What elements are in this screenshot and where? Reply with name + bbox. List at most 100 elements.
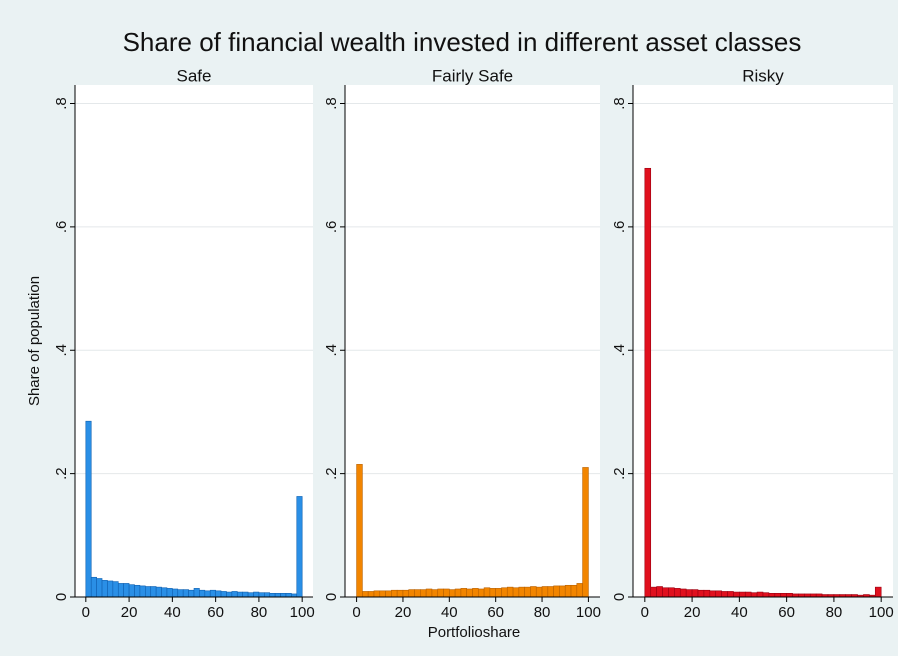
chart-title: Share of financial wealth invested in di… [123, 27, 802, 57]
bar [182, 589, 189, 598]
bar [564, 584, 572, 598]
bar [495, 588, 502, 598]
y-tick-label: .6 [611, 221, 628, 234]
bar [530, 586, 537, 598]
x-tick-label: 0 [641, 604, 649, 621]
bar [489, 588, 496, 598]
bar [715, 590, 722, 598]
bar [414, 589, 421, 598]
x-tick-label: 100 [290, 604, 315, 621]
bar [541, 586, 549, 598]
y-tick-label: .8 [323, 97, 340, 110]
bar [391, 589, 398, 598]
bar [134, 584, 141, 598]
bar [656, 586, 663, 598]
plot-area [345, 85, 600, 597]
bar [402, 589, 410, 598]
bar [379, 590, 386, 598]
bar [472, 588, 479, 598]
bar [177, 589, 184, 598]
bar [750, 592, 758, 598]
bar [506, 586, 514, 598]
bar [535, 586, 543, 598]
bar [362, 591, 369, 598]
bar [477, 588, 485, 598]
bar [128, 584, 135, 598]
bar [582, 467, 589, 598]
y-tick-label: .2 [611, 467, 628, 480]
bar [437, 588, 444, 598]
panel-title: Safe [177, 66, 212, 85]
bar [501, 587, 508, 598]
y-tick-label: 0 [323, 593, 340, 601]
bar [188, 589, 195, 598]
bar [756, 591, 764, 598]
bar [96, 578, 103, 598]
panel-title: Risky [742, 66, 784, 85]
x-tick-label: 80 [826, 604, 843, 621]
bar [280, 592, 287, 598]
bar [768, 592, 776, 598]
x-tick-label: 20 [121, 604, 138, 621]
y-tick-label: .8 [53, 97, 70, 110]
bar [269, 592, 276, 598]
bar [139, 585, 146, 598]
x-tick-label: 80 [251, 604, 268, 621]
bar [420, 589, 427, 598]
bar [101, 580, 108, 598]
bar [668, 587, 675, 598]
bar [107, 580, 114, 598]
bar [199, 589, 206, 598]
bar [385, 590, 392, 598]
x-tick-label: 40 [731, 604, 748, 621]
bar [733, 591, 740, 598]
bar [204, 590, 211, 598]
bar [112, 581, 119, 598]
bar [679, 588, 687, 598]
bar [161, 587, 168, 598]
bar [247, 592, 254, 598]
bar [786, 592, 793, 598]
y-tick-label: .4 [323, 344, 340, 357]
y-tick-label: .8 [611, 97, 628, 110]
bar [215, 590, 222, 598]
bar [685, 589, 693, 598]
y-tick-label: 0 [53, 593, 70, 601]
bar [483, 587, 491, 598]
y-tick-label: 0 [611, 593, 628, 601]
x-tick-label: 0 [82, 604, 90, 621]
bar [155, 586, 162, 598]
bar [547, 586, 554, 598]
bar [145, 586, 152, 598]
bar [425, 588, 433, 598]
bar [774, 592, 782, 598]
bar [274, 592, 281, 598]
bar [258, 592, 265, 598]
bar [123, 583, 130, 598]
bar [518, 586, 525, 598]
bar [780, 592, 787, 598]
bar [744, 591, 752, 598]
bar [193, 588, 200, 598]
x-axis-label: Portfolioshare [428, 624, 521, 641]
bar [650, 586, 657, 598]
x-tick-label: 100 [576, 604, 601, 621]
bar [231, 591, 238, 598]
bar [721, 591, 728, 598]
y-tick-label: .2 [53, 467, 70, 480]
bar [697, 589, 705, 598]
bar [117, 583, 124, 598]
bar [396, 589, 404, 598]
bar [209, 589, 216, 598]
plot-area [633, 85, 893, 597]
bar [466, 588, 473, 598]
bar [150, 586, 157, 598]
bar [674, 588, 681, 598]
bar [296, 496, 303, 598]
bar [727, 591, 734, 598]
bar [512, 587, 520, 598]
x-tick-label: 40 [164, 604, 181, 621]
bar [431, 589, 439, 598]
bar [762, 592, 770, 598]
